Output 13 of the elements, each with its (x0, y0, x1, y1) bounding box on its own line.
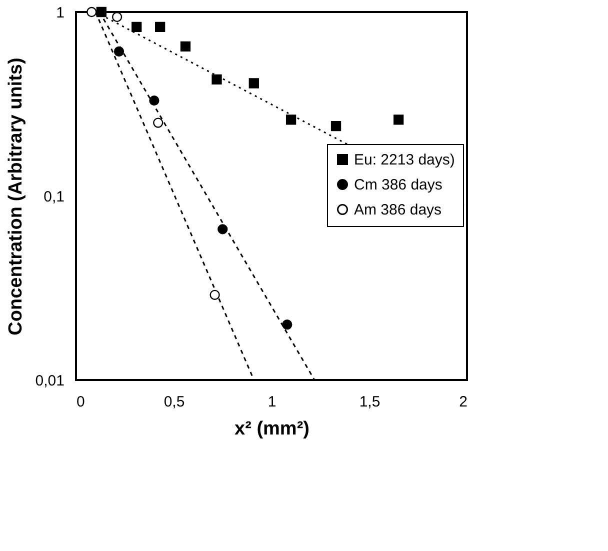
x-tick-label: 1,5 (359, 394, 380, 410)
x-tick-label: 0,5 (164, 394, 185, 410)
legend-label: Cm 386 days (354, 176, 442, 194)
y-tick-label: 1 (56, 4, 64, 22)
legend-label: Am 386 days (354, 202, 442, 218)
y-axis-title: Concentration (Arbitrary units) (5, 58, 26, 336)
legend-label: Eu: 2213 days) (354, 152, 455, 168)
y-tick-label: 0,01 (35, 372, 64, 390)
x-axis-title: x² (mm²) (234, 418, 310, 440)
x-tick-label: 1 (268, 394, 276, 410)
x-tick-label: 0 (76, 394, 85, 410)
y-tick-label: 0,1 (44, 188, 64, 206)
x-tick-label: 2 (459, 394, 468, 410)
